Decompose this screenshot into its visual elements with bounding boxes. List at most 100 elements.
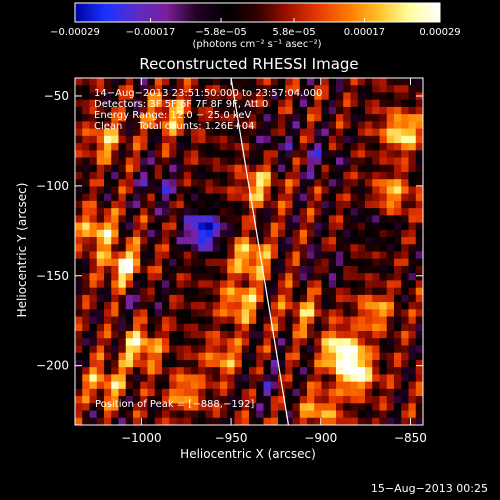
heatmap-cell xyxy=(372,208,381,216)
heatmap-cell xyxy=(212,222,221,231)
heatmap-cell xyxy=(118,157,127,166)
heatmap-cell xyxy=(118,323,127,332)
heatmap-cell xyxy=(321,287,330,296)
heatmap-cell xyxy=(176,280,185,289)
heatmap-cell xyxy=(328,359,337,368)
heatmap-cell xyxy=(336,237,344,245)
heatmap-cell xyxy=(220,193,228,202)
heatmap-cell xyxy=(285,157,294,166)
heatmap-cell xyxy=(147,265,156,274)
heatmap-cell xyxy=(118,179,127,188)
heatmap-cell xyxy=(183,352,192,361)
heatmap-cell xyxy=(191,121,199,130)
heatmap-cell xyxy=(111,121,120,130)
heatmap-cell xyxy=(104,331,112,339)
heatmap-cell xyxy=(75,237,83,245)
heatmap-cell xyxy=(75,251,83,260)
heatmap-cell xyxy=(241,78,250,86)
heatmap-cell xyxy=(162,280,170,289)
heatmap-cell xyxy=(299,396,308,404)
heatmap-cell xyxy=(176,128,185,137)
heatmap-cell xyxy=(104,316,112,325)
heatmap-cell xyxy=(125,287,134,296)
heatmap-cell xyxy=(350,135,359,144)
heatmap-cell xyxy=(111,150,120,159)
heatmap-cell xyxy=(140,143,149,151)
heatmap-cell xyxy=(350,302,359,310)
heatmap-cell xyxy=(198,200,207,209)
heatmap-cell xyxy=(82,323,91,332)
heatmap-cell xyxy=(256,323,265,332)
heatmap-cell xyxy=(133,208,141,216)
heatmap-cell xyxy=(350,331,359,339)
heatmap-cell xyxy=(278,135,286,144)
heatmap-cell xyxy=(372,150,381,159)
heatmap-cell xyxy=(270,294,279,303)
heatmap-cell xyxy=(357,338,366,347)
heatmap-cell xyxy=(140,374,149,383)
heatmap-cell xyxy=(408,388,417,397)
heatmap-cell xyxy=(336,164,344,173)
heatmap-cell xyxy=(270,352,279,361)
heatmap-cell xyxy=(408,99,417,108)
heatmap-cell xyxy=(307,114,315,122)
heatmap-cell xyxy=(343,280,352,289)
heatmap-cell xyxy=(176,229,185,238)
heatmap-cell xyxy=(154,99,163,108)
heatmap-cell xyxy=(292,316,301,325)
heatmap-cell xyxy=(379,338,388,347)
heatmap-cell xyxy=(328,135,337,144)
heatmap-cell xyxy=(234,273,243,282)
heatmap-cell xyxy=(82,106,91,115)
heatmap-cell xyxy=(96,121,105,130)
heatmap-cell xyxy=(111,193,120,202)
heatmap-cell xyxy=(205,396,214,404)
heatmap-cell xyxy=(379,244,388,253)
heatmap-cell xyxy=(75,403,83,412)
heatmap-cell xyxy=(314,193,323,202)
heatmap-cell xyxy=(249,215,257,224)
heatmap-cell xyxy=(169,403,178,412)
heatmap-cell xyxy=(249,345,257,354)
heatmap-cell xyxy=(96,244,105,253)
heatmap-cell xyxy=(372,323,381,332)
heatmap-cell xyxy=(249,92,257,101)
heatmap-cell xyxy=(162,215,170,224)
heatmap-cell xyxy=(96,417,105,425)
chart-title: Reconstructed RHESSI Image xyxy=(139,55,358,73)
heatmap-cell xyxy=(220,200,228,209)
heatmap-cell xyxy=(205,287,214,296)
heatmap-cell xyxy=(401,208,410,216)
heatmap-cell xyxy=(285,280,294,289)
heatmap-cell xyxy=(394,323,402,332)
heatmap-cell xyxy=(307,265,315,274)
heatmap-cell xyxy=(183,251,192,260)
heatmap-cell xyxy=(249,280,257,289)
heatmap-cell xyxy=(234,396,243,404)
heatmap-cell xyxy=(82,359,91,368)
heatmap-cell xyxy=(321,309,330,318)
heatmap-cell xyxy=(205,316,214,325)
heatmap-cell xyxy=(205,258,214,267)
heatmap-cell xyxy=(75,193,83,202)
heatmap-cell xyxy=(336,229,344,238)
heatmap-cell xyxy=(408,200,417,209)
heatmap-cell xyxy=(357,128,366,137)
heatmap-cell xyxy=(140,265,149,274)
heatmap-cell xyxy=(227,258,236,267)
heatmap-cell xyxy=(285,417,294,425)
heatmap-cell xyxy=(256,273,265,282)
heatmap-cell xyxy=(176,381,185,390)
heatmap-cell xyxy=(357,352,366,361)
heatmap-cell xyxy=(401,374,410,383)
heatmap-cell xyxy=(394,258,402,267)
heatmap-cell xyxy=(89,417,98,425)
heatmap-cell xyxy=(227,143,236,151)
heatmap-cell xyxy=(154,294,163,303)
heatmap-cell xyxy=(162,417,170,425)
heatmap-cell xyxy=(82,287,91,296)
heatmap-cell xyxy=(162,85,170,94)
heatmap-cell xyxy=(191,143,199,151)
heatmap-cell xyxy=(212,179,221,188)
heatmap-cell xyxy=(278,208,286,216)
